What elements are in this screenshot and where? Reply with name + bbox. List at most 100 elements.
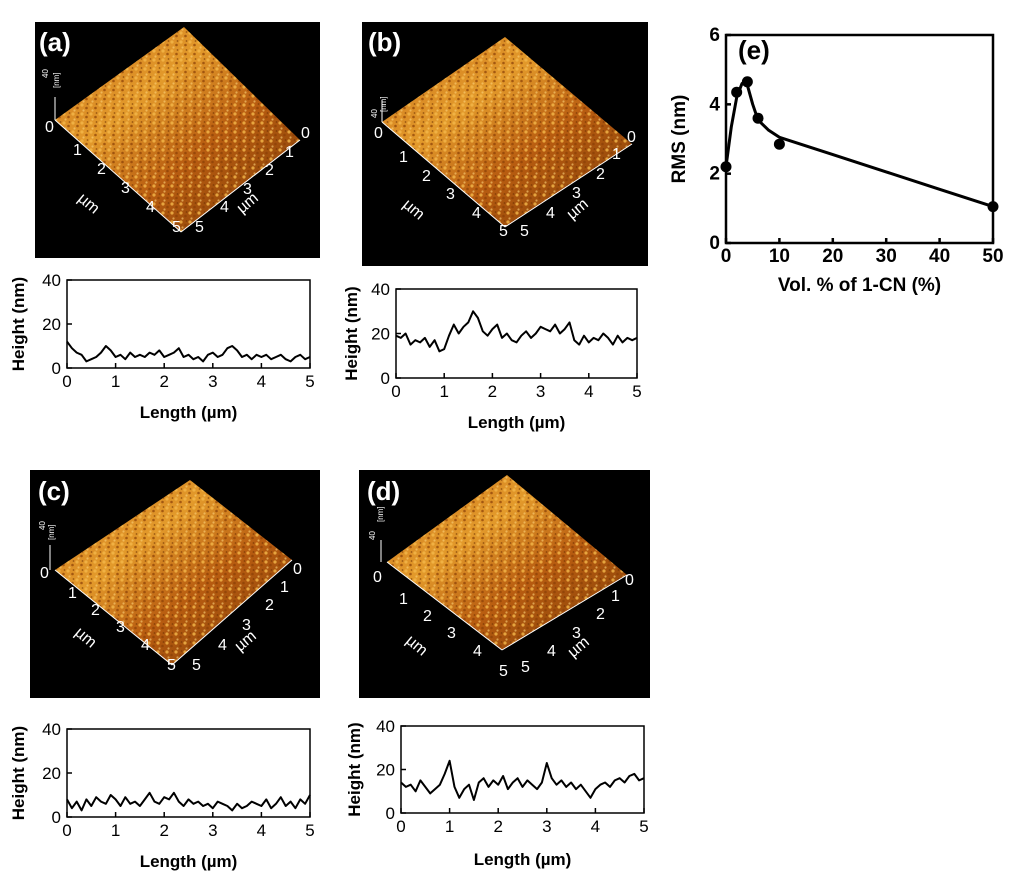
y-tick-label: 40 (376, 717, 395, 736)
y-axis-label: RMS (nm) (669, 95, 690, 184)
afm-surface-texture (55, 480, 292, 665)
x-axis-label: Length (µm) (140, 403, 238, 422)
right-tick: 0 (293, 561, 302, 578)
left-tick: 4 (473, 643, 482, 660)
rms-vs-concentration-chart: 0 10 20 30 40 50 0 2 4 6 Vol. % of 1-CN (%) RMS (nm… (669, 25, 1004, 296)
z-unit-label: [nm] (47, 524, 56, 540)
afm-surface-texture (387, 475, 627, 650)
y-tick-label: 2 (709, 164, 720, 185)
right-tick: 1 (280, 579, 289, 596)
right-tick: 2 (265, 162, 274, 179)
right-tick: 5 (192, 657, 201, 674)
x-tick-label: 4 (591, 817, 600, 836)
x-tick-label: 1 (445, 817, 454, 836)
right-tick: 1 (611, 588, 620, 605)
right-tick: 0 (301, 125, 310, 142)
data-point (720, 161, 732, 173)
data-point (731, 86, 743, 98)
y-tick-label: 0 (381, 369, 390, 388)
x-tick-label: 5 (305, 372, 314, 391)
afm-surface-texture (382, 37, 632, 227)
z-scale-label: 40 (41, 69, 50, 78)
right-tick: 3 (572, 625, 581, 642)
y-axis-label: Height (nm) (345, 722, 364, 816)
left-tick: 1 (73, 142, 82, 159)
right-tick: 2 (596, 606, 605, 623)
left-tick: 1 (399, 591, 408, 608)
profile-line (66, 791, 311, 812)
x-axis-label: Length (µm) (468, 413, 566, 432)
x-tick-label: 4 (257, 372, 266, 391)
y-tick-label: 20 (376, 761, 395, 780)
afm-panel-b: (b) 40 [nm] 0 1 2 3 4 5 µm 5 4 3 2 1 0 µ… (362, 22, 648, 266)
left-tick: 3 (447, 625, 456, 642)
left-tick: 5 (499, 663, 508, 680)
afm-surface-texture (55, 27, 300, 232)
right-tick: 4 (220, 199, 229, 216)
height-profile-b: 0 1 2 3 4 5 0 20 40 Length (µm) Height (nm) (342, 280, 642, 432)
x-tick-label: 5 (639, 817, 648, 836)
right-tick: 3 (242, 617, 251, 634)
x-axis-label: Length (µm) (140, 852, 238, 871)
left-tick: 0 (40, 565, 49, 582)
y-tick-label: 40 (371, 280, 390, 299)
profile-line (395, 310, 638, 353)
data-point (741, 76, 753, 88)
x-tick-label: 5 (632, 382, 641, 401)
y-tick-label: 0 (52, 359, 61, 378)
right-tick: 4 (218, 637, 227, 654)
left-tick: 3 (446, 186, 455, 203)
panel-label: (d) (367, 476, 400, 506)
x-tick-label: 3 (208, 372, 217, 391)
left-tick: 0 (374, 125, 383, 142)
z-scale-label: 40 (368, 531, 377, 540)
x-tick-label: 0 (62, 372, 71, 391)
data-point (752, 112, 764, 124)
plot-frame (395, 288, 638, 379)
height-profile-a: 0 1 2 3 4 5 0 20 40 Length (µm) Height (nm) (9, 271, 315, 422)
plot-frame (66, 728, 311, 818)
left-tick: 3 (121, 180, 130, 197)
afm-panel-c: (c) 40 [nm] 0 1 2 3 4 5 µm 5 4 3 2 1 0 µ… (30, 470, 320, 698)
x-tick-label: 50 (982, 246, 1003, 267)
left-tick: 0 (373, 569, 382, 586)
x-tick-label: 2 (159, 821, 168, 840)
height-profile-c: 0 1 2 3 4 5 0 20 40 Length (µm) Height (nm) (9, 720, 315, 871)
panel-label: (b) (368, 27, 401, 57)
z-unit-label: [nm] (52, 72, 61, 88)
panel-label: (c) (38, 476, 70, 506)
right-tick: 5 (520, 223, 529, 240)
y-tick-label: 40 (42, 720, 61, 739)
y-tick-label: 4 (709, 94, 720, 115)
x-tick-label: 1 (439, 382, 448, 401)
left-tick: 2 (91, 602, 100, 619)
right-tick: 1 (612, 146, 621, 163)
right-tick: 5 (521, 659, 530, 676)
z-scale-label: 40 (370, 109, 379, 118)
left-tick: 5 (167, 657, 176, 674)
x-tick-label: 20 (822, 246, 843, 267)
right-tick: 0 (627, 129, 636, 146)
left-tick: 5 (172, 219, 181, 236)
z-unit-label: [nm] (379, 96, 388, 112)
z-unit-label: [nm] (376, 506, 385, 522)
x-tick-label: 4 (257, 821, 266, 840)
afm-panel-d: (d) 40 [nm] 0 1 2 3 4 5 µm 5 4 3 2 1 0 µ… (359, 470, 650, 698)
x-tick-label: 0 (396, 817, 405, 836)
x-tick-label: 1 (111, 372, 120, 391)
panel-label: (a) (39, 27, 71, 57)
left-tick: 0 (45, 119, 54, 136)
x-axis-label: Length (µm) (474, 850, 572, 869)
right-tick: 5 (195, 219, 204, 236)
x-tick-label: 3 (208, 821, 217, 840)
y-tick-label: 0 (709, 233, 720, 254)
y-tick-label: 6 (709, 25, 720, 46)
x-tick-label: 1 (111, 821, 120, 840)
left-tick: 2 (423, 608, 432, 625)
profile-line (66, 341, 311, 363)
left-tick: 1 (399, 149, 408, 166)
profile-line (400, 759, 645, 801)
right-tick: 0 (625, 572, 634, 589)
left-tick: 4 (146, 199, 155, 216)
